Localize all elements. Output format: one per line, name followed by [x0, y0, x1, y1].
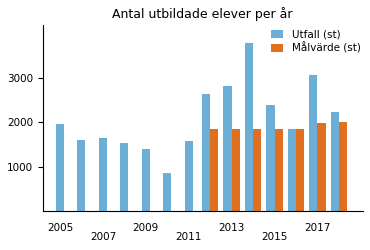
Bar — [210, 129, 218, 211]
Bar — [120, 143, 128, 211]
Bar — [296, 129, 304, 211]
Bar — [309, 74, 317, 211]
Bar — [275, 129, 283, 211]
Bar — [266, 105, 275, 211]
Text: 2009: 2009 — [133, 224, 159, 234]
Legend: Utfall (st), Målvärde (st): Utfall (st), Målvärde (st) — [268, 26, 364, 57]
Text: 2013: 2013 — [218, 224, 245, 234]
Bar — [245, 42, 253, 211]
Bar — [56, 124, 64, 211]
Bar — [142, 149, 150, 211]
Bar — [317, 123, 326, 211]
Bar — [163, 173, 171, 211]
Bar — [331, 112, 339, 211]
Text: 2007: 2007 — [90, 232, 116, 242]
Bar — [288, 129, 296, 211]
Text: 2011: 2011 — [175, 232, 202, 242]
Bar — [339, 122, 347, 211]
Bar — [77, 140, 85, 211]
Text: 2005: 2005 — [47, 224, 73, 234]
Bar — [185, 141, 193, 211]
Bar — [99, 138, 107, 211]
Title: Antal utbildade elever per år: Antal utbildade elever per år — [112, 7, 293, 21]
Text: 2015: 2015 — [261, 232, 288, 242]
Bar — [223, 86, 232, 211]
Bar — [202, 94, 210, 211]
Bar — [253, 129, 261, 211]
Bar — [232, 129, 240, 211]
Text: 2017: 2017 — [304, 224, 331, 234]
